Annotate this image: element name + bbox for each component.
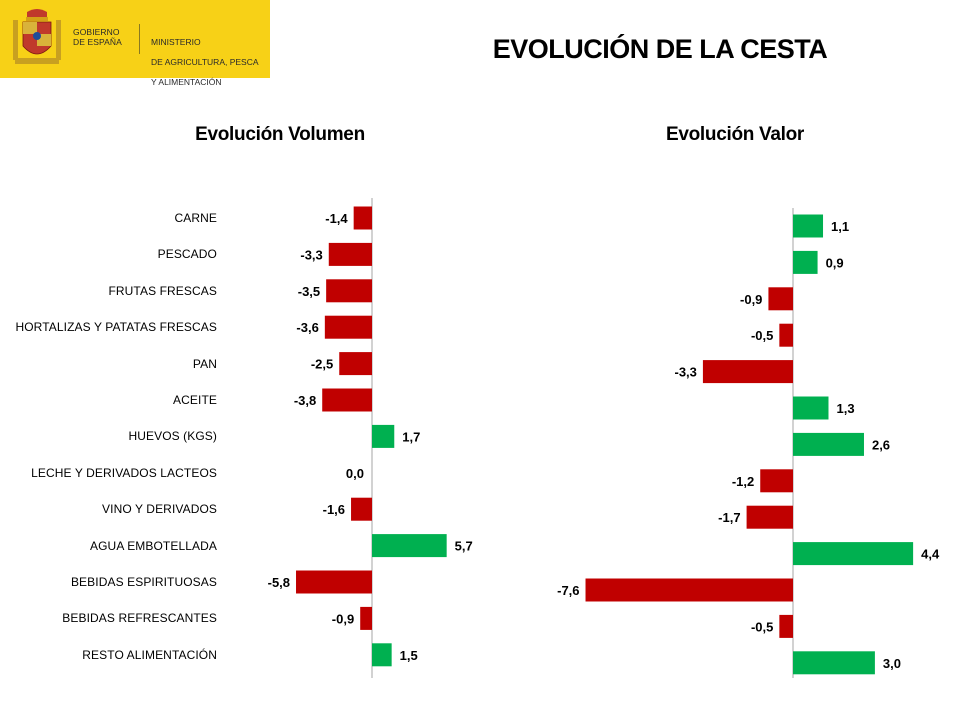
category-label: AGUA EMBOTELLADA <box>90 538 217 553</box>
volume-data-label: -5,8 <box>268 575 290 590</box>
category-label: PAN <box>192 356 217 371</box>
government-header: GOBIERNO DE ESPAÑA MINISTERIO DE AGRICUL… <box>0 0 270 87</box>
volume-bar <box>339 352 372 376</box>
value-bar <box>793 396 829 420</box>
category-label: HORTALIZAS Y PATATAS FRESCAS <box>15 320 217 335</box>
volume-data-label: 5,7 <box>455 539 473 554</box>
volume-chart-title: Evolución Volumen <box>195 124 365 145</box>
value-bar <box>585 578 793 602</box>
value-bar <box>793 651 875 675</box>
volume-data-label: 1,7 <box>402 429 420 444</box>
category-label: LECHE Y DERIVADOS LACTEOS <box>31 465 217 480</box>
ministry-name: MINISTERIO DE AGRICULTURA, PESCA Y ALIME… <box>151 27 259 97</box>
value-data-label: -0,5 <box>751 619 773 634</box>
ministry-name-line-3: Y ALIMENTACIÓN <box>151 77 222 87</box>
category-label: FRUTAS FRESCAS <box>108 283 217 298</box>
category-label: BEBIDAS ESPIRITUOSAS <box>70 575 217 589</box>
value-bar <box>793 432 864 456</box>
category-label: CARNE <box>174 211 217 225</box>
ministry-name-line-1: MINISTERIO <box>151 37 201 47</box>
volume-bar <box>324 315 372 339</box>
gov-name-line-1: GOBIERNO <box>73 27 120 37</box>
volume-data-label: 1,5 <box>400 648 418 663</box>
value-data-label: -0,5 <box>751 328 773 343</box>
ministry-name-line-2: DE AGRICULTURA, PESCA <box>151 57 259 67</box>
value-bar <box>702 360 793 384</box>
volume-bar <box>328 242 372 266</box>
value-data-label: -7,6 <box>557 583 579 598</box>
volume-bar <box>351 497 372 521</box>
volume-data-label: 0,0 <box>346 466 364 481</box>
value-bar <box>793 214 824 238</box>
volume-data-label: -3,8 <box>294 393 316 408</box>
gov-name-line-2: DE ESPAÑA <box>73 37 122 47</box>
value-data-label: -1,7 <box>718 510 740 525</box>
value-bar <box>768 287 793 311</box>
value-data-label: 1,3 <box>836 401 854 416</box>
volume-bar <box>372 534 447 558</box>
value-bar-chart: 1,1 0,9 -0,9 -0,5 -3,3 1,3 2,6 -1,2 -1,7 4,4 -7,6 -… <box>557 208 940 678</box>
value-bar <box>746 505 793 529</box>
volume-data-label: -3,6 <box>296 320 318 335</box>
category-label: ACEITE <box>173 393 217 407</box>
value-bar <box>760 469 793 493</box>
government-name: GOBIERNO DE ESPAÑA <box>73 27 122 47</box>
volume-bar <box>326 279 372 303</box>
value-chart-title: Evolución Valor <box>665 124 805 145</box>
category-label: VINO Y DERIVADOS <box>102 502 217 517</box>
volume-data-label: -0,9 <box>332 611 354 626</box>
volume-bar <box>322 388 372 412</box>
value-data-label: 1,1 <box>831 219 849 234</box>
value-bar <box>779 614 793 638</box>
volume-bar <box>372 643 392 667</box>
value-bar <box>793 542 914 566</box>
value-bar <box>793 250 818 274</box>
value-data-label: 2,6 <box>872 437 890 452</box>
page-title: EVOLUCIÓN DE LA CESTA <box>492 34 828 64</box>
category-label: RESTO ALIMENTACIÓN <box>82 647 217 662</box>
volume-bar <box>353 206 372 230</box>
value-data-label: -3,3 <box>675 365 697 380</box>
coat-of-arms-logo <box>13 9 61 64</box>
volume-data-label: -2,5 <box>311 357 333 372</box>
value-data-label: 0,9 <box>826 255 844 270</box>
value-data-label: -1,2 <box>732 474 754 489</box>
category-label: BEBIDAS REFRESCANTES <box>62 611 217 626</box>
volume-bar <box>360 606 372 630</box>
volume-bar <box>296 570 372 594</box>
header-divider <box>139 24 140 54</box>
volume-data-label: -1,4 <box>325 211 348 226</box>
volume-bar <box>372 424 395 448</box>
volume-data-label: -3,5 <box>298 284 320 299</box>
category-label: HUEVOS (KGS) <box>128 429 217 444</box>
value-data-label: -0,9 <box>740 292 762 307</box>
value-bar <box>779 323 793 347</box>
volume-bar-chart: -1,4 -3,3 -3,5 -3,6 -2,5 -3,8 1,7 0,0 -1,6 5,7 -5,… <box>268 198 473 678</box>
value-data-label: 4,4 <box>921 547 940 562</box>
volume-data-label: -3,3 <box>300 247 322 262</box>
category-label: PESCADO <box>157 247 217 262</box>
volume-data-label: -1,6 <box>323 502 345 517</box>
value-data-label: 3,0 <box>883 656 901 671</box>
